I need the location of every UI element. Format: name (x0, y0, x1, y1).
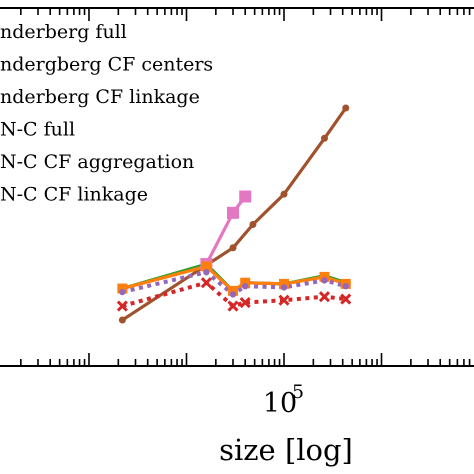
legend-entry-3: N-C full (0, 119, 75, 141)
data-point-s0-1 (229, 244, 237, 252)
legend-entry-0: nderberg full (0, 21, 127, 43)
data-point-s5-6 (342, 283, 349, 290)
data-point-s5-0 (119, 288, 126, 296)
legend-entry-5: N-C CF linkage (0, 184, 148, 206)
data-point-s0-4 (320, 134, 328, 142)
data-point-s0-3 (280, 190, 288, 198)
data-point-s2-4 (278, 294, 290, 306)
x-tick-label-0: 10 (263, 388, 297, 419)
data-point-s4-2 (228, 285, 239, 296)
x-axis-label: size [log] (219, 433, 353, 467)
legend-entry-2: nderberg CF linkage (0, 86, 200, 108)
data-point-s4-0 (117, 283, 128, 294)
series-line-0 (121, 107, 348, 322)
data-point-s0-2 (249, 220, 257, 228)
data-point-s5-5 (321, 277, 328, 284)
data-point-s2-1 (200, 277, 212, 289)
data-point-s1-1 (227, 206, 240, 219)
data-point-s2-2 (227, 300, 239, 312)
data-point-s5-1 (203, 269, 210, 276)
axes: 105 (0, 7, 474, 419)
legend-entry-1: ndergberg CF centers (0, 54, 213, 76)
data-point-s2-3 (239, 296, 251, 309)
data-point-s4-1 (201, 261, 212, 272)
data-point-s0-0 (118, 316, 126, 324)
data-point-s1-2 (239, 190, 252, 203)
data-point-s5-3 (241, 283, 249, 290)
data-point-s2-6 (340, 293, 352, 305)
legend: nderberg full ndergberg CF centers nderber… (0, 21, 213, 206)
data-point-s5-4 (280, 284, 288, 291)
data-point-s4-4 (279, 278, 289, 289)
data-point-s2-5 (318, 291, 331, 303)
data-point-s4-3 (240, 277, 251, 288)
data-point-s5-2 (229, 291, 237, 298)
legend-entry-4: N-C CF aggregation (0, 151, 194, 173)
data-point-s4-5 (319, 271, 330, 282)
x-tick-label-exponent-0: 5 (292, 381, 304, 403)
plot-markers (116, 104, 352, 324)
data-point-s0-5 (342, 104, 350, 112)
data-point-s2-0 (116, 300, 128, 312)
